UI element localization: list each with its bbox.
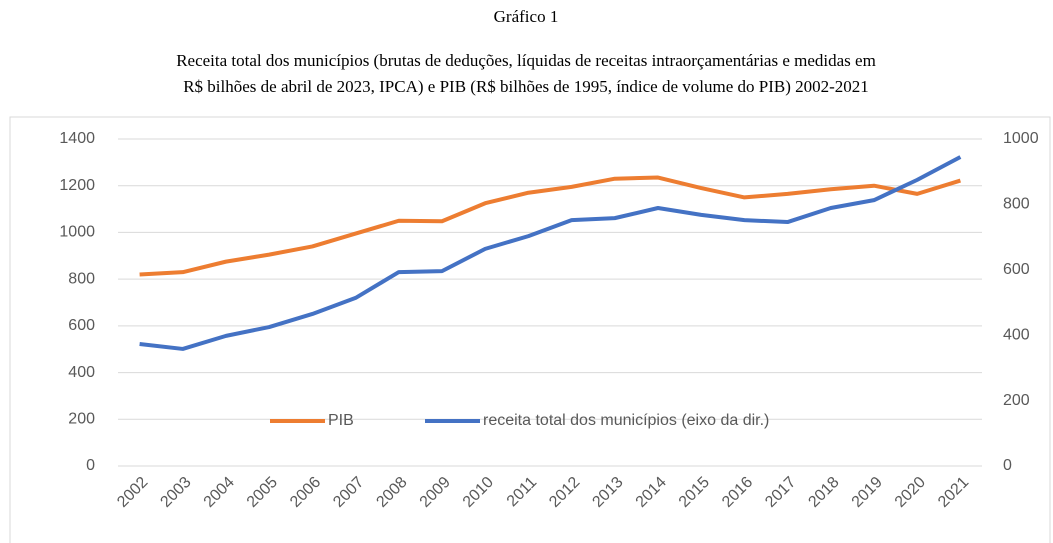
legend-label: PIB: [328, 412, 354, 429]
x-tick-label: 2021: [935, 474, 972, 511]
x-tick-label: 2011: [504, 474, 540, 510]
y2-tick-label: 800: [1003, 196, 1030, 213]
chart-title: Gráfico 1: [494, 7, 559, 26]
x-tick-label: 2006: [287, 474, 324, 511]
line-series: [139, 175, 961, 277]
y-tick-label: 800: [68, 270, 95, 287]
x-tick-label: 2002: [114, 474, 151, 511]
y-tick-label: 600: [68, 317, 95, 334]
chart-frame: [9, 116, 1051, 543]
x-tick-label: 2003: [157, 474, 194, 511]
y-tick-label: 400: [68, 364, 95, 381]
y-tick-label: 1400: [59, 130, 95, 147]
x-tick-label: 2014: [633, 474, 670, 511]
x-tick-label: 2004: [201, 474, 238, 511]
y-tick-label: 200: [68, 411, 95, 428]
x-tick-label: 2009: [417, 474, 454, 511]
chart-subtitle: Receita total dos municípios (brutas de …: [176, 51, 876, 70]
y2-tick-label: 0: [1003, 457, 1012, 474]
x-tick-label: 2005: [244, 474, 281, 511]
line-series: [139, 155, 962, 351]
x-tick-label: 2016: [719, 474, 756, 511]
x-tick-label: 2018: [805, 474, 842, 511]
y-tick-label: 1200: [59, 177, 95, 194]
y-tick-label: 1000: [59, 224, 95, 241]
x-tick-label: 2019: [849, 474, 886, 511]
x-tick-label: 2010: [460, 474, 497, 511]
x-tick-label: 2015: [676, 474, 713, 511]
x-tick-label: 2008: [373, 474, 410, 511]
y2-tick-label: 400: [1003, 326, 1030, 343]
y2-tick-label: 600: [1003, 261, 1030, 278]
x-tick-label: 2017: [762, 474, 799, 511]
y2-tick-label: 1000: [1003, 130, 1039, 147]
legend-label: receita total dos municípios (eixo da di…: [483, 412, 769, 429]
chart-subtitle: R$ bilhões de abril de 2023, IPCA) e PIB…: [183, 77, 869, 96]
y-tick-label: 0: [86, 457, 95, 474]
x-tick-label: 2020: [892, 474, 929, 511]
y2-tick-label: 200: [1003, 392, 1030, 409]
x-tick-label: 2012: [546, 474, 583, 511]
x-tick-label: 2007: [330, 474, 367, 511]
x-tick-label: 2013: [589, 474, 626, 511]
